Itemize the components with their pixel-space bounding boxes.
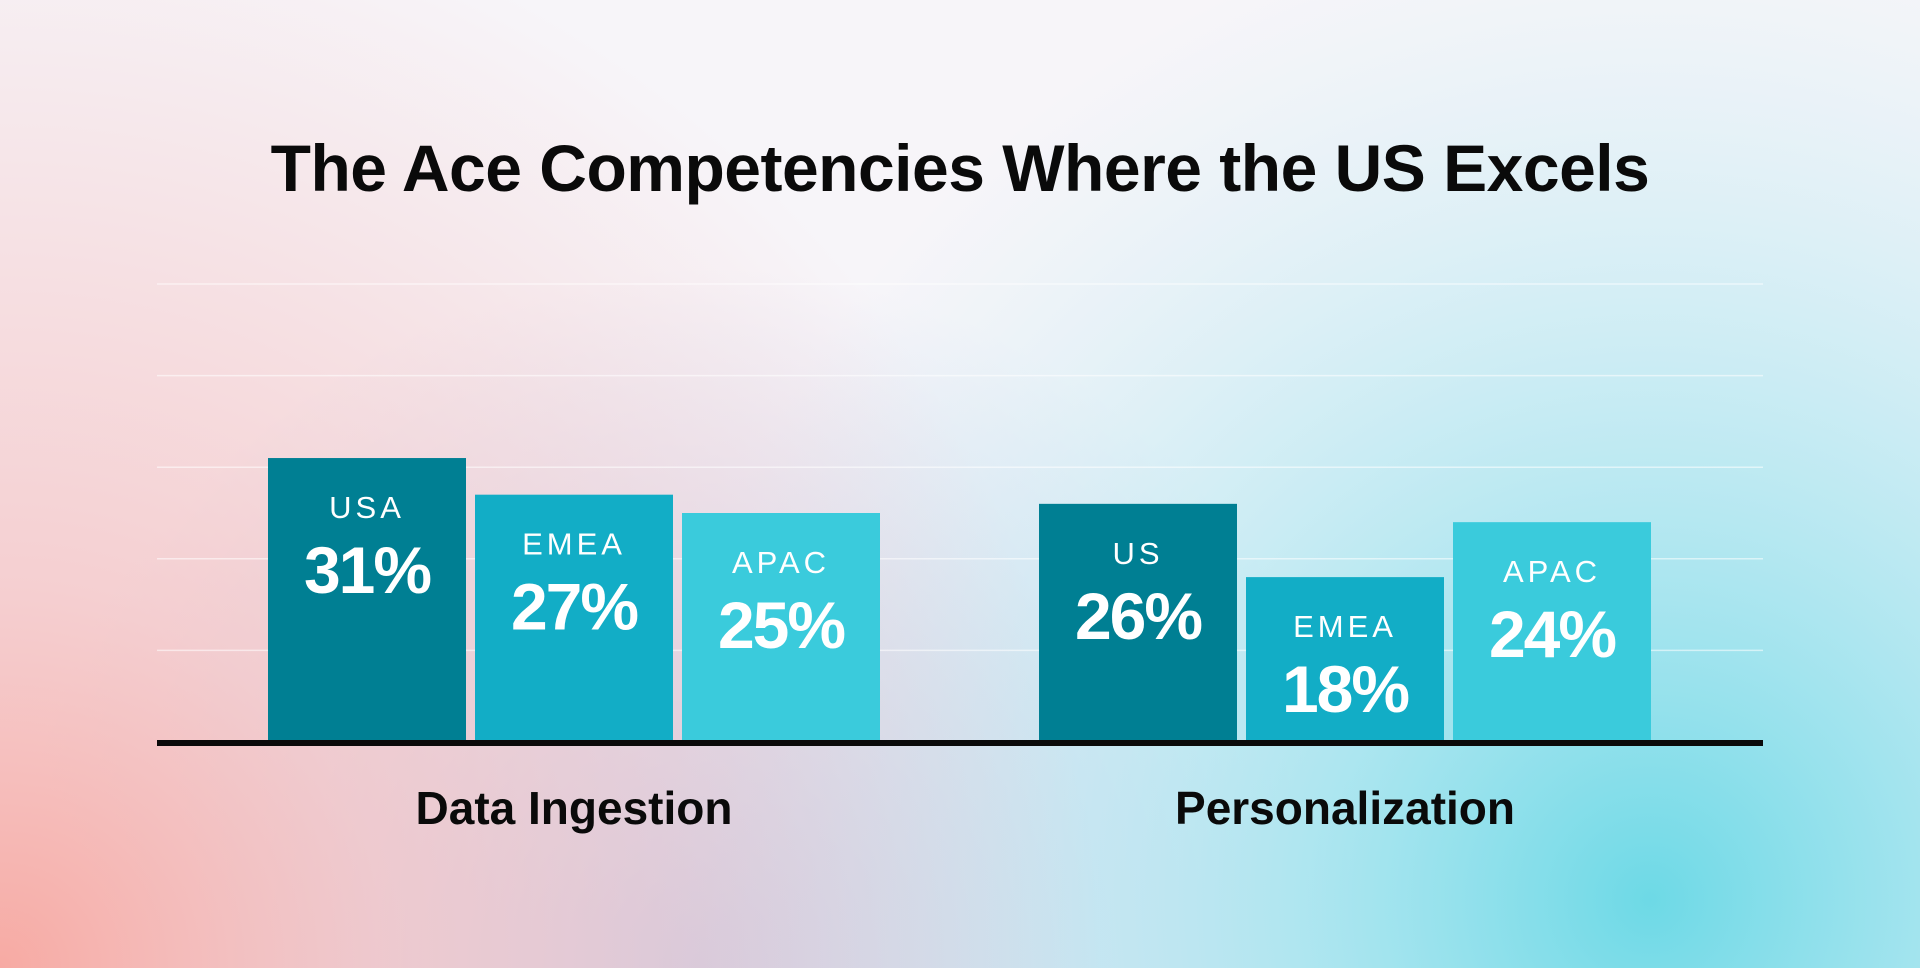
bar-region-label: APAC [732, 545, 830, 580]
bar-region-label: USA [329, 490, 405, 525]
bar-region-label: APAC [1503, 554, 1601, 589]
bar-emea [475, 494, 673, 742]
bar-region-label: US [1112, 536, 1163, 571]
bar-value-label: 24% [1489, 597, 1615, 671]
bar-apac [682, 513, 880, 742]
category-label: Data Ingestion [416, 782, 733, 834]
bar-value-label: 27% [511, 570, 637, 644]
bar-value-label: 26% [1075, 579, 1201, 653]
bar-value-label: 18% [1282, 652, 1408, 726]
bar-emea [1246, 577, 1444, 742]
bar-us [1039, 503, 1237, 742]
bar-usa [268, 458, 466, 742]
bar-region-label: EMEA [1293, 609, 1397, 644]
chart-title: The Ace Competencies Where the US Excels [270, 131, 1650, 205]
bar-value-label: 31% [304, 533, 430, 607]
category-label: Personalization [1175, 782, 1515, 834]
bar-apac [1453, 522, 1651, 742]
bar-region-label: EMEA [522, 527, 626, 562]
bar-value-label: 25% [718, 588, 844, 662]
